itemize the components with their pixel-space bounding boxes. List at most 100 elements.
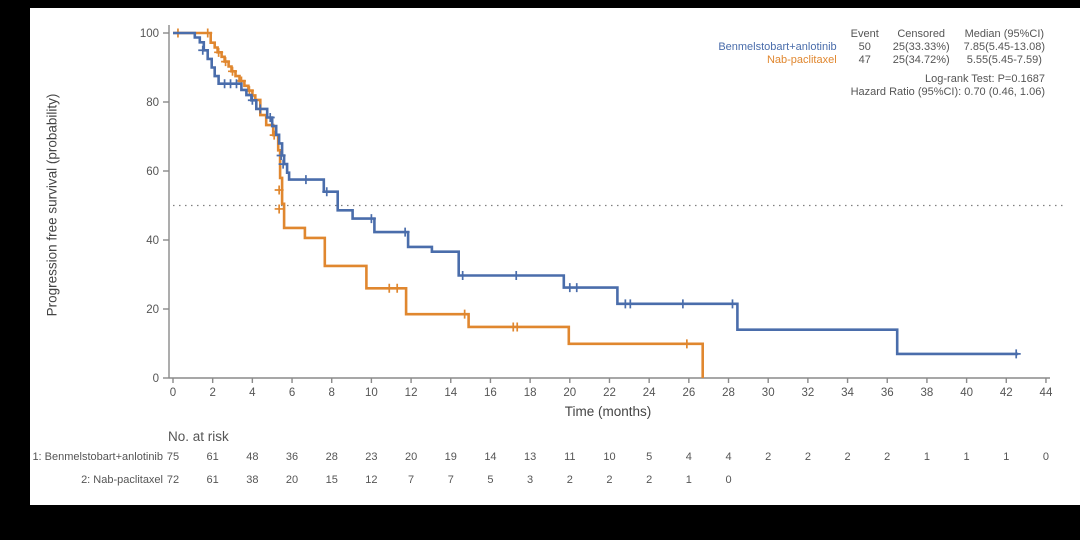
at-risk-count: 1 [1003, 451, 1010, 463]
at-risk-count: 28 [325, 451, 338, 463]
x-tick-label: 16 [484, 387, 497, 399]
at-risk-count: 61 [206, 451, 219, 463]
at-risk-count: 4 [685, 451, 692, 463]
censor-mark [392, 283, 402, 293]
at-risk-count: 4 [725, 451, 732, 463]
at-risk-count: 20 [404, 451, 418, 463]
at-risk-count: 75 [166, 451, 180, 463]
censor-mark [572, 283, 582, 293]
at-risk-count: 20 [285, 474, 299, 486]
censor-mark [458, 271, 468, 281]
censor-mark [265, 113, 275, 123]
censor-mark [1011, 349, 1021, 359]
legend-row: Benmelstobart+anlotinib 50 25(33.33%) 7.85(… [704, 41, 1045, 54]
at-risk-count: 1 [923, 451, 930, 463]
legend-censored-value: 25(34.72%) [892, 54, 950, 66]
x-tick-label: 42 [1000, 387, 1013, 399]
y-axis-label: Progression free survival (probability) [44, 93, 60, 317]
censor-mark [247, 95, 257, 105]
legend-event-value: 47 [858, 54, 871, 66]
y-tick-label: 20 [146, 304, 159, 316]
y-tick-label: 0 [153, 373, 159, 385]
censor-mark [301, 175, 311, 185]
censor-mark [322, 187, 332, 197]
x-tick-label: 4 [249, 387, 256, 399]
censor-mark [682, 339, 692, 349]
censor-mark [231, 79, 241, 89]
x-tick-label: 8 [329, 387, 335, 399]
km-plot-canvas: 0 20 40 60 80 100 0 2 4 6 8 10 12 14 16 18 20 22 24 26 28 30 3… [30, 8, 1080, 505]
x-tick-label: 0 [170, 387, 176, 399]
at-risk-count: 0 [1042, 451, 1050, 463]
legend-table: Event Censored Median (95%CI) Benmelstob… [704, 28, 1045, 67]
censor-mark [278, 159, 288, 169]
at-risk-count: 2 [646, 474, 653, 486]
x-tick-label: 2 [209, 387, 215, 399]
at-risk-count: 0 [725, 474, 732, 486]
censor-mark [460, 309, 470, 319]
at-risk-title: No. at risk [168, 429, 229, 444]
x-tick-label: 26 [682, 387, 695, 399]
at-risk-count: 5 [487, 474, 494, 486]
legend-header-median: Median (95%CI) [964, 28, 1045, 40]
at-risk-count: 48 [246, 451, 259, 463]
censor-mark [511, 271, 521, 281]
censor-mark [198, 45, 208, 55]
censor-mark [214, 47, 224, 57]
legend: Event Censored Median (95%CI) Benmelstob… [704, 28, 1045, 99]
censor-mark [203, 28, 213, 38]
hazard-ratio-text: Hazard Ratio (95%CI): 0.70 (0.46, 1.06) [850, 86, 1045, 98]
y-tick-label: 40 [146, 235, 159, 247]
censor-mark [384, 283, 394, 293]
survival-curve-benmelstobart-anlotinib [173, 31, 1019, 356]
y-tick-label: 80 [146, 97, 159, 109]
legend-censored-value: 25(33.33%) [892, 41, 950, 53]
x-tick-label: 24 [643, 387, 656, 399]
at-risk-count: 2 [804, 451, 811, 463]
at-risk-count: 13 [523, 451, 537, 463]
censor-mark [366, 214, 376, 224]
logrank-test-text: Log-rank Test: P=0.1687 [925, 73, 1045, 85]
at-risk-count: 61 [206, 474, 219, 486]
legend-series-name: Benmelstobart+anlotinib [718, 41, 837, 53]
x-tick-label: 22 [603, 387, 616, 399]
at-risk-row-label: 2: Nab-paclitaxel [81, 474, 163, 486]
x-tick-label: 32 [801, 387, 814, 399]
at-risk-count: 3 [527, 474, 534, 486]
at-risk-count: 7 [447, 474, 454, 486]
at-risk-count: 12 [365, 474, 378, 486]
x-tick-label: 36 [881, 387, 894, 399]
x-tick-label: 18 [524, 387, 537, 399]
at-risk-count: 38 [246, 474, 259, 486]
x-axis-label: Time (months) [564, 404, 652, 419]
censor-mark [400, 227, 410, 237]
legend-event-value: 50 [858, 41, 871, 53]
at-risk-count: 2 [765, 451, 772, 463]
at-risk-count: 1 [685, 474, 692, 486]
legend-median-value: 7.85(5.45-13.08) [963, 41, 1045, 53]
x-tick-label: 34 [841, 387, 854, 399]
at-risk-count: 19 [444, 451, 457, 463]
censor-mark [255, 104, 265, 114]
legend-median-value: 5.55(5.45-7.59) [966, 54, 1042, 66]
legend-header-blank [704, 28, 836, 41]
x-tick-label: 30 [762, 387, 775, 399]
x-tick-label: 38 [921, 387, 934, 399]
at-risk-count: 2 [844, 451, 851, 463]
at-risk-count: 1 [963, 451, 970, 463]
legend-header-event: Event [850, 28, 879, 40]
censor-mark [512, 322, 522, 332]
censor-mark [274, 204, 284, 214]
at-risk-count: 15 [325, 474, 338, 486]
censor-mark [625, 299, 635, 309]
at-risk-count: 36 [285, 451, 299, 463]
x-tick-label: 12 [405, 387, 418, 399]
at-risk-count: 2 [884, 451, 891, 463]
legend-header-censored: Censored [897, 28, 946, 40]
at-risk-count: 72 [166, 474, 180, 486]
x-tick-label: 28 [722, 387, 735, 399]
at-risk-count: 11 [564, 451, 576, 463]
y-tick-label: 60 [146, 166, 159, 178]
at-risk-count: 2 [566, 474, 573, 486]
